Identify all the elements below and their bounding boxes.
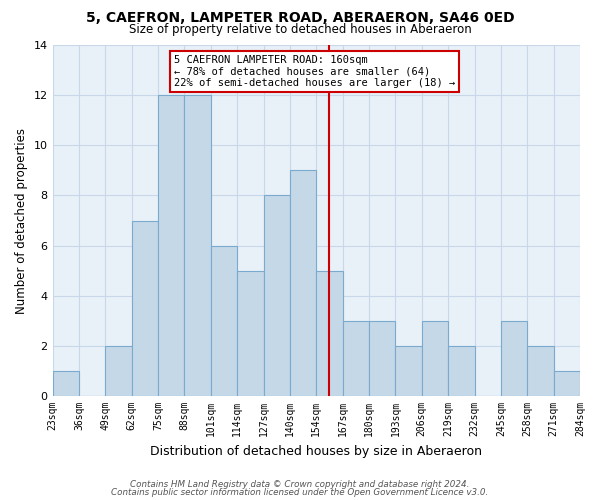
Bar [422, 321, 448, 396]
Y-axis label: Number of detached properties: Number of detached properties [15, 128, 28, 314]
Text: 5, CAEFRON, LAMPETER ROAD, ABERAERON, SA46 0ED: 5, CAEFRON, LAMPETER ROAD, ABERAERON, SA… [86, 12, 514, 26]
Bar [211, 246, 237, 396]
Bar [158, 95, 184, 396]
Bar [105, 346, 131, 396]
Text: 5 CAEFRON LAMPETER ROAD: 160sqm
← 78% of detached houses are smaller (64)
22% of: 5 CAEFRON LAMPETER ROAD: 160sqm ← 78% of… [174, 55, 455, 88]
Bar [343, 321, 369, 396]
Bar [131, 220, 158, 396]
Bar [316, 270, 343, 396]
Bar [237, 270, 263, 396]
X-axis label: Distribution of detached houses by size in Aberaeron: Distribution of detached houses by size … [150, 444, 482, 458]
Bar [527, 346, 554, 396]
Bar [554, 371, 580, 396]
Text: Contains public sector information licensed under the Open Government Licence v3: Contains public sector information licen… [112, 488, 488, 497]
Bar [395, 346, 422, 396]
Bar [263, 196, 290, 396]
Bar [184, 95, 211, 396]
Bar [448, 346, 475, 396]
Bar [501, 321, 527, 396]
Text: Contains HM Land Registry data © Crown copyright and database right 2024.: Contains HM Land Registry data © Crown c… [130, 480, 470, 489]
Bar [53, 371, 79, 396]
Bar [369, 321, 395, 396]
Text: Size of property relative to detached houses in Aberaeron: Size of property relative to detached ho… [128, 22, 472, 36]
Bar [290, 170, 316, 396]
